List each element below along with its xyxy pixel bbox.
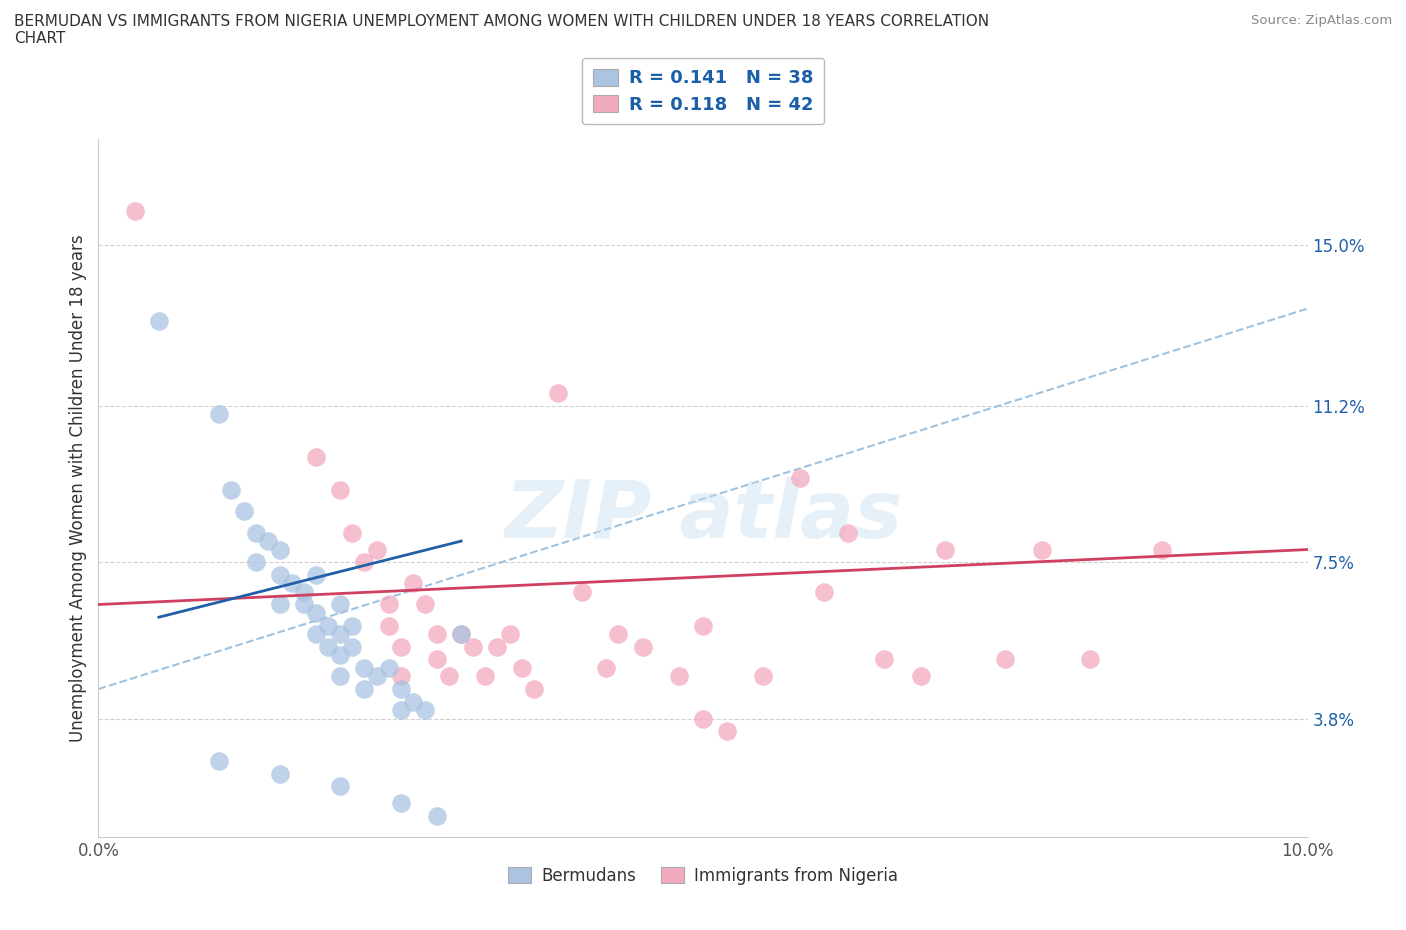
- Point: [124, 204, 146, 219]
- Point: [910, 669, 932, 684]
- Point: [692, 711, 714, 726]
- Point: [716, 724, 738, 738]
- Point: [305, 449, 328, 464]
- Point: [316, 639, 339, 654]
- Point: [377, 660, 399, 675]
- Point: [837, 525, 859, 540]
- Point: [1152, 542, 1174, 557]
- Point: [389, 669, 412, 684]
- Point: [292, 597, 315, 612]
- Point: [245, 525, 267, 540]
- Point: [571, 584, 593, 599]
- Point: [256, 534, 278, 549]
- Point: [366, 669, 388, 684]
- Point: [366, 542, 388, 557]
- Point: [245, 555, 267, 570]
- Point: [873, 652, 896, 667]
- Point: [413, 597, 436, 612]
- Legend: Bermudans, Immigrants from Nigeria: Bermudans, Immigrants from Nigeria: [501, 860, 905, 892]
- Point: [281, 576, 304, 591]
- Point: [426, 627, 449, 642]
- Text: BERMUDAN VS IMMIGRANTS FROM NIGERIA UNEMPLOYMENT AMONG WOMEN WITH CHILDREN UNDER: BERMUDAN VS IMMIGRANTS FROM NIGERIA UNEM…: [14, 14, 990, 46]
- Point: [607, 627, 630, 642]
- Point: [329, 627, 352, 642]
- Point: [595, 660, 617, 675]
- Point: [402, 576, 425, 591]
- Point: [269, 567, 291, 582]
- Point: [1078, 652, 1101, 667]
- Point: [329, 597, 352, 612]
- Point: [329, 648, 352, 663]
- Point: [994, 652, 1017, 667]
- Point: [498, 627, 520, 642]
- Point: [486, 639, 509, 654]
- Point: [329, 778, 352, 793]
- Point: [789, 471, 811, 485]
- Point: [269, 597, 291, 612]
- Point: [353, 660, 375, 675]
- Point: [934, 542, 956, 557]
- Point: [232, 504, 254, 519]
- Point: [450, 627, 472, 642]
- Point: [474, 669, 496, 684]
- Point: [752, 669, 775, 684]
- Point: [377, 618, 399, 633]
- Point: [813, 584, 835, 599]
- Point: [377, 597, 399, 612]
- Point: [1031, 542, 1053, 557]
- Point: [450, 627, 472, 642]
- Point: [402, 695, 425, 710]
- Point: [208, 406, 231, 421]
- Point: [523, 682, 546, 697]
- Point: [329, 483, 352, 498]
- Point: [305, 627, 328, 642]
- Point: [269, 542, 291, 557]
- Point: [389, 682, 412, 697]
- Point: [389, 703, 412, 718]
- Point: [329, 669, 352, 684]
- Point: [463, 639, 485, 654]
- Point: [316, 618, 339, 633]
- Point: [413, 703, 436, 718]
- Point: [426, 652, 449, 667]
- Point: [353, 682, 375, 697]
- Point: [668, 669, 690, 684]
- Point: [353, 555, 375, 570]
- Point: [292, 584, 315, 599]
- Text: ZIP atlas: ZIP atlas: [503, 477, 903, 555]
- Y-axis label: Unemployment Among Women with Children Under 18 years: Unemployment Among Women with Children U…: [69, 234, 87, 742]
- Point: [305, 567, 328, 582]
- Point: [437, 669, 460, 684]
- Point: [342, 525, 364, 540]
- Point: [547, 386, 569, 401]
- Point: [208, 753, 231, 768]
- Point: [342, 639, 364, 654]
- Point: [631, 639, 654, 654]
- Text: Source: ZipAtlas.com: Source: ZipAtlas.com: [1251, 14, 1392, 27]
- Point: [426, 808, 449, 823]
- Point: [269, 766, 291, 781]
- Point: [305, 605, 328, 620]
- Point: [389, 639, 412, 654]
- Point: [221, 483, 243, 498]
- Point: [342, 618, 364, 633]
- Point: [510, 660, 533, 675]
- Point: [692, 618, 714, 633]
- Point: [148, 313, 170, 328]
- Point: [389, 796, 412, 811]
